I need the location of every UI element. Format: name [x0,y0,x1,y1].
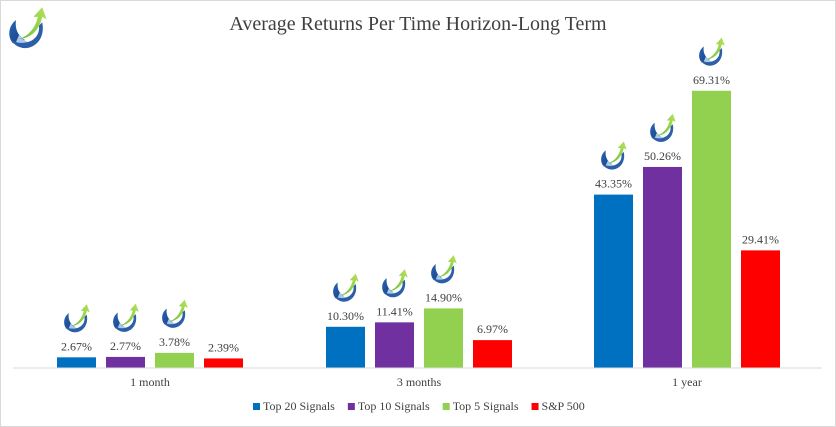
bar-4-3 [741,250,780,368]
data-label: 50.26% [644,149,681,163]
data-label: 10.30% [327,309,364,323]
legend-label-3: Top 5 Signals [453,399,519,413]
logo-icon [431,255,457,284]
legend-label-2: Top 10 Signals [358,399,430,413]
bar-4-1 [204,358,243,368]
chart-title: Average Returns Per Time Horizon-Long Te… [229,13,607,35]
logo-icon [162,299,188,328]
logo-icon [699,37,725,66]
legend-swatch-1 [253,403,260,410]
x-axis-ticks: 1 month 3 months 1 year [130,375,702,389]
bar-2-2 [375,322,414,368]
data-label: 2.77% [110,339,141,353]
bars-group [57,90,780,368]
x-tick-label: 1 month [130,375,170,389]
logo-icon [650,113,676,142]
data-label: 29.41% [742,232,779,246]
logo-icon [64,304,90,333]
data-label: 6.97% [477,322,508,336]
bar-2-3 [643,166,682,368]
logo-icon [382,269,408,298]
legend-label-4: S&P 500 [542,399,585,413]
data-label: 2.67% [61,339,92,353]
bar-1-1 [57,357,96,368]
logo-icon [113,303,139,332]
bar-3-3 [692,90,731,368]
logo-icon [601,141,627,170]
bar-3-1 [155,352,194,368]
legend-label-1: Top 20 Signals [263,399,335,413]
bar-2-1 [106,356,145,368]
legend-swatch-2 [347,403,355,410]
legend: Top 20 Signals Top 10 Signals Top 5 Signal… [253,399,585,413]
logo-icon [9,7,47,49]
data-label: 14.90% [425,290,462,304]
bar-1-3 [594,194,633,368]
bar-1-2 [326,326,365,368]
data-label: 11.41% [376,304,413,318]
bar-4-2 [473,340,512,368]
data-label: 43.35% [595,177,632,191]
legend-swatch-3 [442,403,450,410]
data-label: 2.39% [208,340,239,354]
bar-3-2 [424,308,463,368]
data-labels-group: 2.67% 2.77% 3.78% 2.39% 10.30% 11.41% 14.90% 6.… [61,73,779,355]
x-tick-label: 3 months [397,375,442,389]
legend-swatch-4 [531,403,539,410]
x-tick-label: 1 year [672,375,702,389]
data-label: 69.31% [693,73,730,87]
data-label: 3.78% [159,335,190,349]
logo-icon [333,273,359,302]
